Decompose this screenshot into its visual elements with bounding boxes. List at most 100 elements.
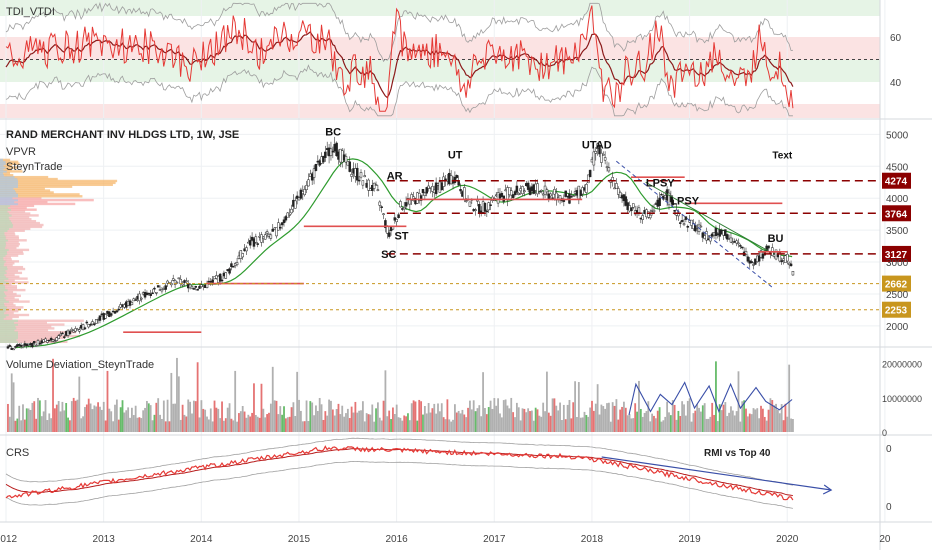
volume-bar: [726, 416, 729, 432]
volume-bar: [315, 405, 317, 432]
vpvr-row-up: [0, 277, 9, 280]
volume-bar: [574, 381, 576, 432]
vpvr-row-up: [0, 304, 5, 307]
annotation-label: LPSY: [670, 196, 699, 208]
volume-bar: [258, 417, 261, 432]
vpvr-row-up: [0, 254, 6, 257]
vpvr-row: [0, 166, 19, 169]
candle-body: [275, 226, 278, 237]
volume-bar: [771, 400, 774, 432]
volume-bar: [23, 419, 26, 432]
candle-body: [431, 186, 434, 192]
candle-body: [192, 288, 196, 290]
volume-bar: [153, 414, 156, 432]
candle-body: [669, 195, 673, 202]
x-tick-label: 2013: [93, 534, 116, 545]
vpvr-row: [0, 286, 18, 290]
volume-bar: [730, 406, 732, 432]
candle-body: [444, 178, 447, 181]
volume-bar: [89, 403, 92, 432]
vpvr-row-up: [0, 225, 13, 229]
volume-bar: [604, 408, 607, 432]
volume-bar: [547, 412, 550, 432]
vpvr-row-up: [0, 302, 5, 305]
volume-bar: [360, 410, 362, 432]
volume-bar: [489, 400, 492, 432]
volume-bar: [540, 416, 543, 432]
vpvr-row: [0, 183, 113, 187]
volume-bar: [331, 409, 334, 432]
volume-bar: [544, 411, 546, 432]
candle-body: [515, 185, 519, 193]
vpvr-row: [0, 227, 31, 231]
candle-body: [324, 151, 327, 158]
crs-lower-band: [5, 460, 793, 509]
level-tag-label: 2253: [885, 306, 908, 317]
candle-body: [271, 228, 274, 232]
tdi-bands: [0, 0, 880, 118]
candle-body: [177, 277, 181, 280]
candle-body: [280, 222, 284, 226]
volume-bar: [361, 401, 364, 432]
volume-bar: [50, 418, 53, 432]
volume-bar: [192, 400, 195, 432]
candle-body: [607, 167, 611, 172]
crs-trendline: [601, 456, 832, 491]
vpvr-row-up: [0, 175, 15, 179]
vpvr-row: [0, 168, 12, 171]
volume-bar: [405, 416, 407, 432]
volume-bar: [67, 417, 69, 432]
candle-body: [684, 216, 688, 220]
candle-body: [786, 254, 789, 262]
candle-body: [348, 161, 351, 172]
volume-bar: [93, 405, 96, 432]
volume-bar: [790, 418, 792, 432]
volume-bar: [576, 417, 578, 432]
tdi-signal-line: [5, 31, 794, 99]
candle-body: [399, 201, 402, 208]
candle-body: [386, 225, 389, 234]
vpvr-row: [0, 317, 13, 321]
vpvr-row-up: [0, 191, 17, 194]
candle-body: [357, 179, 361, 182]
volume-bar: [705, 418, 708, 432]
volume-bar: [698, 407, 700, 432]
volume-bar: [215, 407, 218, 432]
candle-body: [363, 175, 367, 178]
volume-bar: [647, 401, 650, 432]
vpvr-row-up: [0, 179, 18, 183]
candle-body: [256, 243, 259, 245]
candle-body: [671, 199, 674, 206]
candle-body: [487, 202, 490, 211]
volume-bar: [37, 397, 39, 432]
volume-bar: [609, 421, 612, 432]
candle-body: [91, 321, 94, 325]
volume-bar: [48, 413, 51, 432]
volume-bar: [438, 411, 441, 432]
candle-body: [230, 263, 233, 268]
volume-bar: [352, 412, 355, 432]
volume-bar: [515, 402, 518, 432]
volume-bar: [97, 402, 99, 432]
vpvr-row-up: [0, 340, 18, 344]
vpvr-row: [0, 231, 15, 234]
candle-body: [699, 225, 703, 228]
vpvr-row: [0, 290, 14, 294]
volume-bar: [316, 410, 319, 432]
volume-bar: [266, 414, 269, 432]
volume-bar: [191, 413, 193, 432]
candle-body: [686, 225, 690, 228]
volume-bar: [728, 412, 730, 432]
level-tag: [882, 301, 911, 318]
candle-body: [592, 151, 596, 166]
vpvr-row-up: [0, 168, 4, 171]
volume-bar: [277, 414, 280, 432]
volume-bar: [446, 399, 449, 432]
candle-body: [744, 251, 748, 255]
candle-body: [48, 339, 51, 342]
vpvr-row: [0, 300, 30, 303]
volume-bar: [170, 372, 173, 432]
volume-bar: [337, 403, 340, 432]
candle-body: [87, 324, 90, 328]
